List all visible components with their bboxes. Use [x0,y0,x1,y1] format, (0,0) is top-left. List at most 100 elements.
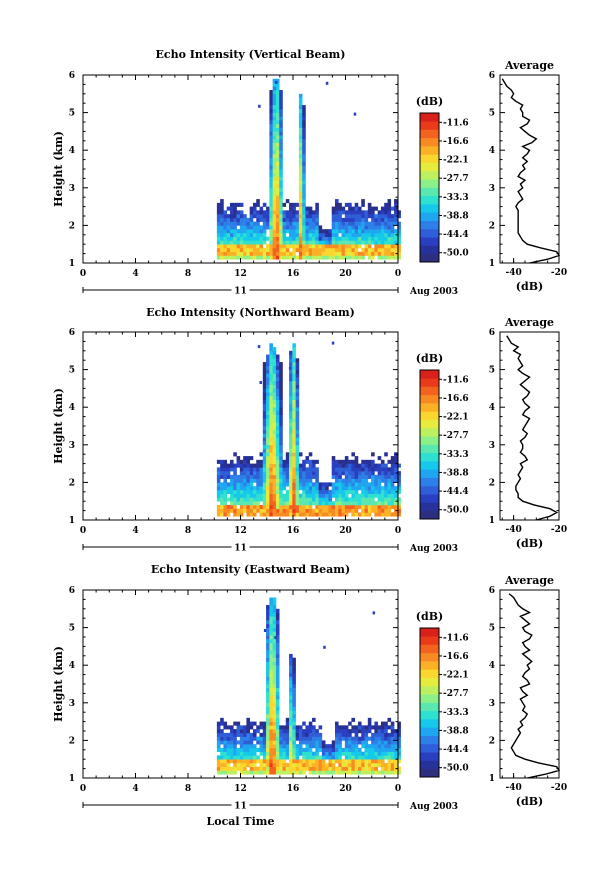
echo-cell [233,221,237,226]
echo-cell [374,240,378,245]
echo-cell [292,452,296,457]
echo-cell [397,740,401,745]
echo-cell [397,729,401,734]
echo-cell [266,653,270,658]
echo-cell [374,732,378,737]
echo-cell [275,721,280,726]
echo-cell [272,232,277,237]
echo-cell [397,486,401,491]
echo-cell [269,90,273,95]
echo-cell [220,740,224,745]
echo-cell [328,759,333,764]
echo-cell [239,489,244,494]
echo-cell [272,157,277,162]
colorbar-swatch [420,195,439,205]
echo-cell [367,459,372,464]
echo-cell [384,512,388,517]
echo-cell [275,478,280,483]
echo-cell [302,493,306,498]
echo-cell [292,380,296,385]
echo-cell [236,459,241,464]
echo-cell [302,501,306,506]
echo-cell [279,206,283,211]
echo-cell [243,478,247,483]
echo-cell [325,240,329,245]
echo-cell [380,229,385,234]
echo-cell [357,236,362,241]
echo-cell [298,229,303,234]
colorbar-tick-label: -16.6 [443,652,469,662]
echo-cell [331,206,336,211]
echo-cell [302,221,306,226]
echo-cell [266,717,270,722]
echo-cell [351,501,355,506]
echo-cell [367,721,372,726]
echo-cell [220,251,224,256]
echo-cell [377,732,382,737]
profile-x-tick-label: -20 [551,268,567,278]
echo-cell [243,740,247,745]
echo-cell [262,474,267,479]
echo-cell [279,255,283,260]
echo-cell [305,501,310,506]
echo-cell [233,210,237,215]
echo-cell [272,127,277,132]
colorbar-swatch [420,469,439,478]
echo-cell [312,729,316,734]
echo-cell [243,755,247,760]
echo-cell [354,467,359,472]
echo-cell [269,747,273,752]
echo-cell [325,255,329,260]
echo-cell [361,467,365,472]
echo-cell [256,232,260,237]
echo-cell [223,747,228,752]
colorbar-swatch [420,212,439,221]
echo-cell [220,504,224,510]
echo-cell [354,740,359,745]
echo-cell [262,729,267,734]
echo-cell [364,232,369,237]
echo-cell [289,459,293,464]
echo-cell [262,463,267,468]
echo-cell [279,169,283,174]
echo-cell [259,512,264,517]
echo-cell [344,759,349,764]
echo-cell [308,217,313,222]
echo-cell [387,210,392,215]
profile-title: Average [504,574,554,587]
echo-cell [335,508,339,513]
echo-cell [371,474,375,479]
echo-cell [292,255,296,260]
echo-cell [394,478,398,483]
echo-cell [233,478,237,483]
echo-cell [236,229,241,234]
echo-cell [312,247,316,253]
echo-cell [275,661,280,666]
colorbar-tick-label: -50.0 [443,249,469,259]
echo-cell [335,478,339,483]
echo-cell [239,255,244,260]
echo-cell [305,493,310,498]
echo-cell [233,240,237,245]
echo-cell [259,725,264,730]
echo-cell [226,489,231,494]
echo-cell [312,512,316,517]
echo-cell [305,504,310,510]
echo-cell [272,762,277,768]
echo-cell [266,392,270,397]
echo-cell [298,142,303,147]
echo-cell [279,392,283,397]
echo-cell [295,395,300,400]
echo-cell [220,474,224,479]
echo-cell [354,471,359,476]
echo-cell [269,403,273,408]
echo-cell [259,214,264,219]
echo-cell [249,478,254,483]
echo-cell [292,672,296,677]
echo-cell [295,377,300,382]
echo-cell [275,195,280,200]
echo-cell [262,384,267,389]
echo-cell [266,410,270,416]
echo-cell [266,605,270,610]
echo-cell [272,687,277,692]
